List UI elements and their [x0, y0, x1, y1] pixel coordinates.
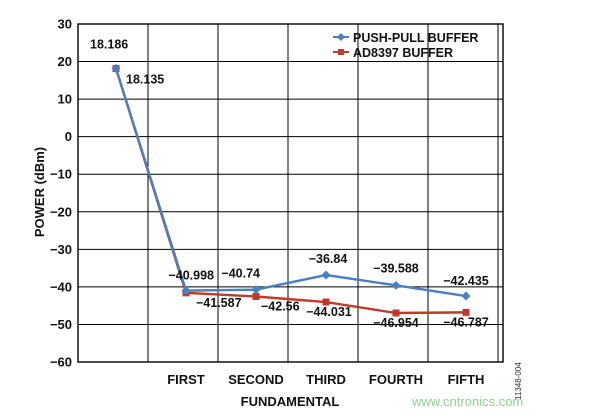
y-tick-label: −60	[50, 355, 72, 370]
data-label-0: −39.588	[373, 261, 419, 275]
x-tick-label: FIRST	[167, 372, 205, 387]
series-point-0	[461, 291, 471, 301]
y-tick-labels: 30 20 10 0 −10 −20 −30 −40 −50 −60	[50, 17, 72, 370]
data-label-0: −42.435	[443, 274, 489, 288]
series-point-1	[252, 293, 260, 301]
watermark: www.cntronics.com	[411, 394, 523, 409]
legend-marker-push-pull	[337, 33, 345, 41]
series-point-0	[251, 285, 261, 295]
figure-id: 11348-004	[514, 362, 523, 400]
data-label-0: −40.74	[221, 267, 260, 281]
data-label-1: −41.587	[196, 296, 242, 310]
series-point-0	[181, 286, 191, 296]
series-point-1	[462, 308, 470, 316]
legend-label-ad8397: AD8397 BUFFER	[353, 46, 453, 60]
grid	[78, 24, 503, 362]
series-point-0	[321, 270, 331, 280]
x-tick-label: THIRD	[306, 372, 346, 387]
y-tick-label: 20	[58, 54, 72, 69]
x-tick-label: FOURTH	[369, 372, 423, 387]
data-label-1: −44.031	[306, 305, 352, 319]
y-axis-title: POWER (dBm)	[32, 147, 47, 237]
data-label-0: −36.84	[309, 252, 348, 266]
data-label-1: −42.56	[261, 300, 300, 314]
series-point-1	[392, 309, 400, 317]
x-tick-label: FIFTH	[448, 372, 485, 387]
legend-item-ad8397: AD8397 BUFFER	[333, 46, 453, 60]
y-tick-label: −30	[50, 242, 72, 257]
y-tick-label: 10	[58, 92, 72, 107]
plot-frame	[77, 23, 504, 363]
y-tick-label: −40	[50, 279, 72, 294]
y-tick-label: 0	[65, 129, 72, 144]
x-tick-label: SECOND	[228, 372, 284, 387]
data-labels: 18.186 −40.998 −40.74 −36.84 −39.588 −42.435 1…	[90, 37, 489, 330]
data-label-1: −46.787	[443, 315, 489, 329]
series-point-1	[322, 298, 330, 306]
legend: PUSH-PULL BUFFER AD8397 BUFFER	[333, 31, 478, 60]
y-tick-label: 30	[58, 17, 72, 32]
data-label-0: −40.998	[168, 269, 214, 283]
data-label-0: 18.186	[90, 37, 128, 51]
plot-border	[77, 23, 504, 363]
y-tick-label: −10	[50, 167, 72, 182]
series-point-0	[111, 63, 121, 73]
x-tick-labels: FIRST SECOND THIRD FOURTH FIFTH	[167, 372, 484, 387]
legend-marker-ad8397	[338, 49, 344, 55]
x-axis-title: FUNDAMENTAL	[241, 394, 340, 409]
series-point-0	[391, 280, 401, 290]
y-tick-label: −20	[50, 204, 72, 219]
legend-item-push-pull: PUSH-PULL BUFFER	[333, 31, 478, 45]
legend-label-push-pull: PUSH-PULL BUFFER	[353, 31, 478, 45]
data-label-1: 18.135	[126, 73, 164, 87]
data-label-1: −46.954	[373, 316, 419, 330]
series	[111, 63, 471, 317]
y-tick-label: −50	[50, 317, 72, 332]
series-line-0	[114, 68, 467, 298]
